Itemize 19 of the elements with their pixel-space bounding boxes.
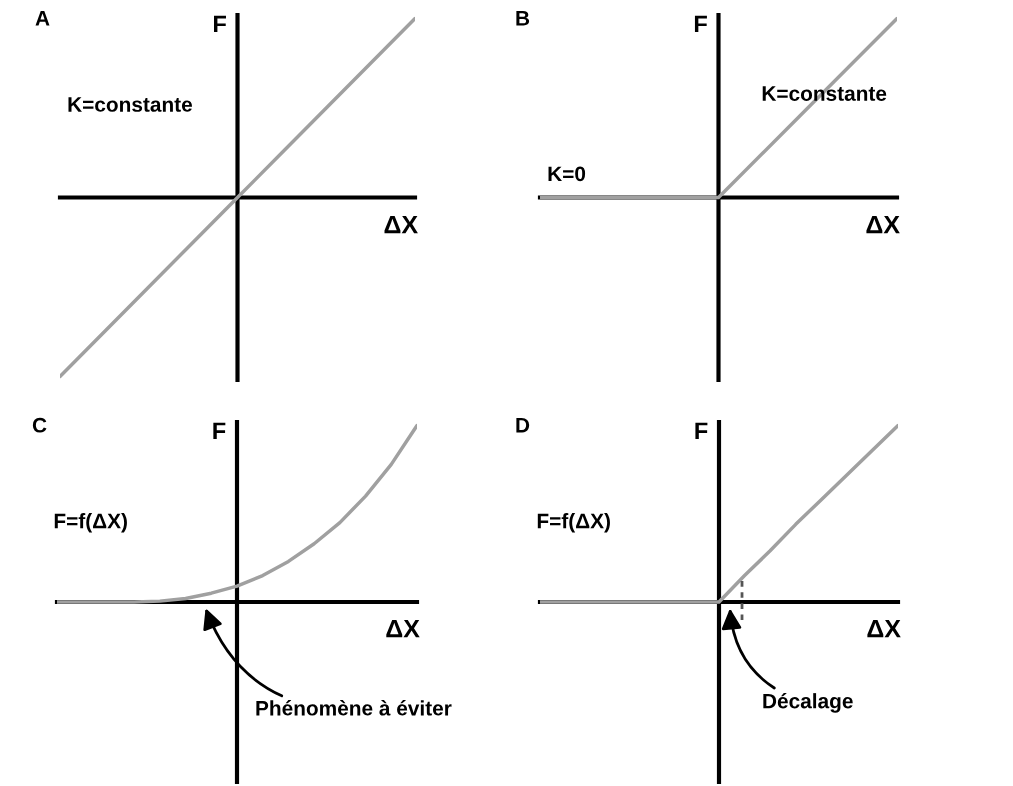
chart-title: A [35,11,50,26]
chart-title: D [516,418,530,433]
x-axis-title: ΔX [866,215,900,234]
annotation: F=f(ΔX) [54,513,127,533]
y-axis-title: F [214,15,226,33]
y-axis-title: F [695,422,708,439]
annotation: K=0 [548,166,586,182]
text: Décalage [763,692,853,713]
annotation: F=f(ΔX) [537,513,610,533]
x-axis-title: ΔX [384,215,418,234]
text: Phénomène à éviter [256,700,452,716]
chart-title: B [516,11,530,26]
chart-title: C [32,417,47,433]
y-axis-title: F [694,15,707,33]
y-axis-title: F [213,422,226,439]
annotation: K=constante [68,97,192,112]
annotation: K=constante [762,86,887,101]
x-axis-title: ΔX [867,620,901,638]
x-axis-title: ΔX [386,620,420,638]
